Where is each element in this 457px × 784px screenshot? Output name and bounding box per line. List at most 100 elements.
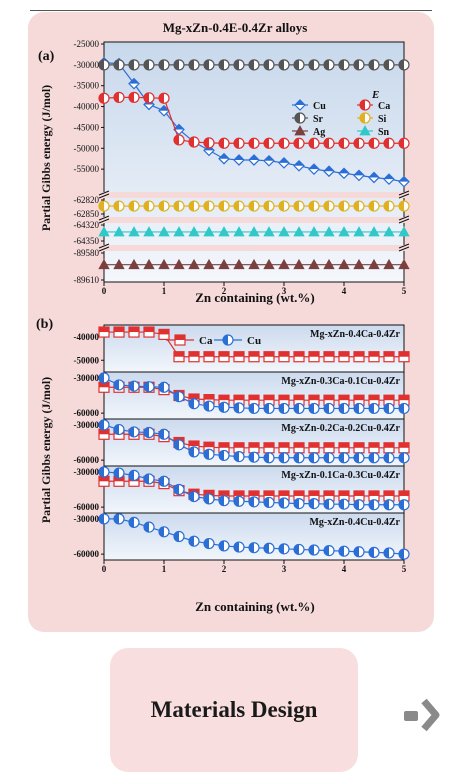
data-point-cu-fill bbox=[99, 372, 104, 383]
data-point-cu-fill bbox=[369, 452, 374, 463]
data-point-sn bbox=[128, 226, 140, 237]
data-point-sr-fill bbox=[129, 59, 134, 70]
data-point-cu-fill bbox=[99, 513, 104, 524]
data-point-cu bbox=[218, 401, 230, 413]
data-point-cu-fill bbox=[204, 493, 209, 504]
data-point-ag bbox=[368, 258, 380, 270]
data-point-ca bbox=[143, 326, 155, 338]
data-point-si bbox=[323, 200, 335, 212]
data-point-ca bbox=[338, 137, 350, 149]
data-point-ca-fill bbox=[324, 395, 334, 401]
y-tick-label: -50000 bbox=[74, 355, 100, 365]
data-point-ag-fill bbox=[128, 258, 140, 270]
x-tick-label: 0 bbox=[102, 564, 107, 574]
data-point-si bbox=[383, 200, 395, 212]
legend-marker-ca-fill bbox=[360, 100, 365, 110]
data-point-ca-fill bbox=[384, 395, 394, 401]
data-point-ca bbox=[383, 351, 395, 363]
data-point-cu-fill bbox=[174, 439, 179, 450]
y-tick-label: -45000 bbox=[74, 122, 100, 132]
data-point-ca-fill bbox=[279, 442, 289, 448]
data-point-ca-fill bbox=[399, 138, 404, 149]
data-point-ca bbox=[278, 137, 290, 149]
data-point-cu-fill bbox=[324, 403, 329, 414]
data-point-ca-fill bbox=[354, 351, 364, 357]
data-point-ca-fill bbox=[264, 442, 274, 448]
data-point-sr-fill bbox=[189, 59, 194, 70]
data-point-sn-fill bbox=[383, 226, 395, 237]
y-tick-label: -30000 bbox=[74, 60, 100, 70]
panel-b-ylabel: Partial Gibbs energy (J/mol) bbox=[39, 377, 53, 523]
data-point-cu bbox=[323, 544, 335, 557]
data-point-cu bbox=[323, 452, 335, 464]
data-point-si bbox=[278, 200, 290, 212]
legend-marker-ca bbox=[359, 99, 371, 111]
data-point-cu bbox=[308, 163, 320, 175]
data-point-cu-fill bbox=[324, 452, 329, 463]
legend-marker-ca-fill bbox=[175, 335, 185, 340]
data-point-cu bbox=[263, 452, 275, 464]
data-point-cu-fill bbox=[384, 403, 389, 414]
data-point-ca-fill bbox=[219, 351, 229, 357]
legend-label: Ca bbox=[378, 101, 390, 112]
legend-label: Si bbox=[378, 114, 387, 125]
data-point-ag-fill bbox=[173, 258, 185, 270]
data-point-cu-fill bbox=[219, 450, 224, 461]
legend-label: Cu bbox=[247, 335, 261, 347]
data-point-sn bbox=[233, 226, 245, 237]
data-point-cu-fill bbox=[159, 476, 164, 487]
data-point-cu bbox=[248, 496, 260, 508]
data-point-cu-fill bbox=[189, 446, 194, 457]
data-point-cu-fill bbox=[174, 124, 184, 130]
y-tick-label: -30000 bbox=[74, 420, 100, 430]
data-point-sr bbox=[233, 59, 245, 71]
data-point-ca-fill bbox=[339, 490, 349, 496]
panel-b-plot: -40000 -50000 Mg-xZn-0.4Ca-0.4Zr -30000 -600… bbox=[74, 324, 410, 574]
data-point-cu bbox=[338, 452, 350, 464]
data-point-cu bbox=[353, 546, 365, 558]
data-point-cu bbox=[353, 452, 365, 464]
data-point-cu-fill bbox=[369, 499, 374, 510]
axis-break-mark bbox=[98, 215, 110, 224]
axis-break-gap bbox=[98, 217, 410, 223]
data-point-cu-fill bbox=[234, 542, 239, 553]
data-point-ca-fill bbox=[264, 490, 274, 496]
subplot-label: Mg-xZn-0.2Ca-0.2Cu-0.4Zr bbox=[281, 423, 400, 434]
data-point-ag-fill bbox=[98, 258, 110, 270]
y-tick-label: -60000 bbox=[74, 455, 100, 465]
data-point-cu-fill bbox=[249, 154, 259, 160]
next-arrow-icon[interactable] bbox=[402, 693, 446, 737]
y-tick-label: -25000 bbox=[74, 39, 100, 49]
data-point-ca-fill bbox=[234, 442, 244, 448]
data-point-ca bbox=[98, 428, 110, 440]
data-point-sr bbox=[383, 59, 395, 71]
data-point-si-fill bbox=[249, 201, 254, 212]
data-point-cu-fill bbox=[354, 546, 359, 557]
data-point-sr-fill bbox=[264, 59, 269, 70]
data-point-cu bbox=[398, 452, 410, 464]
axis-break-mark bbox=[98, 243, 110, 252]
data-point-cu bbox=[398, 175, 410, 188]
data-point-si-fill bbox=[339, 201, 344, 212]
data-point-ca-fill bbox=[384, 138, 389, 149]
data-point-cu bbox=[383, 402, 395, 415]
panel-a-plot: -25000 -30000 -35000 -40000 -45000 -50000 -550… bbox=[74, 39, 410, 296]
data-point-cu-fill bbox=[219, 540, 224, 551]
data-point-cu bbox=[308, 498, 320, 510]
data-point-ca bbox=[293, 442, 305, 454]
data-point-cu bbox=[293, 159, 305, 172]
data-point-cu bbox=[143, 381, 155, 393]
data-point-ca-fill bbox=[189, 137, 194, 148]
data-point-ag bbox=[233, 258, 245, 270]
data-point-cu bbox=[188, 490, 200, 503]
data-point-ca bbox=[338, 442, 350, 454]
data-point-ca-fill bbox=[279, 490, 289, 496]
data-point-ca-fill bbox=[369, 490, 379, 496]
data-point-cu bbox=[338, 545, 350, 557]
data-point-ca-fill bbox=[339, 138, 344, 149]
data-point-cu-fill bbox=[354, 403, 359, 414]
materials-design-card[interactable]: Materials Design bbox=[110, 648, 358, 772]
data-point-si-fill bbox=[309, 201, 314, 212]
data-point-cu-fill bbox=[354, 452, 359, 463]
data-point-ca bbox=[308, 351, 320, 363]
